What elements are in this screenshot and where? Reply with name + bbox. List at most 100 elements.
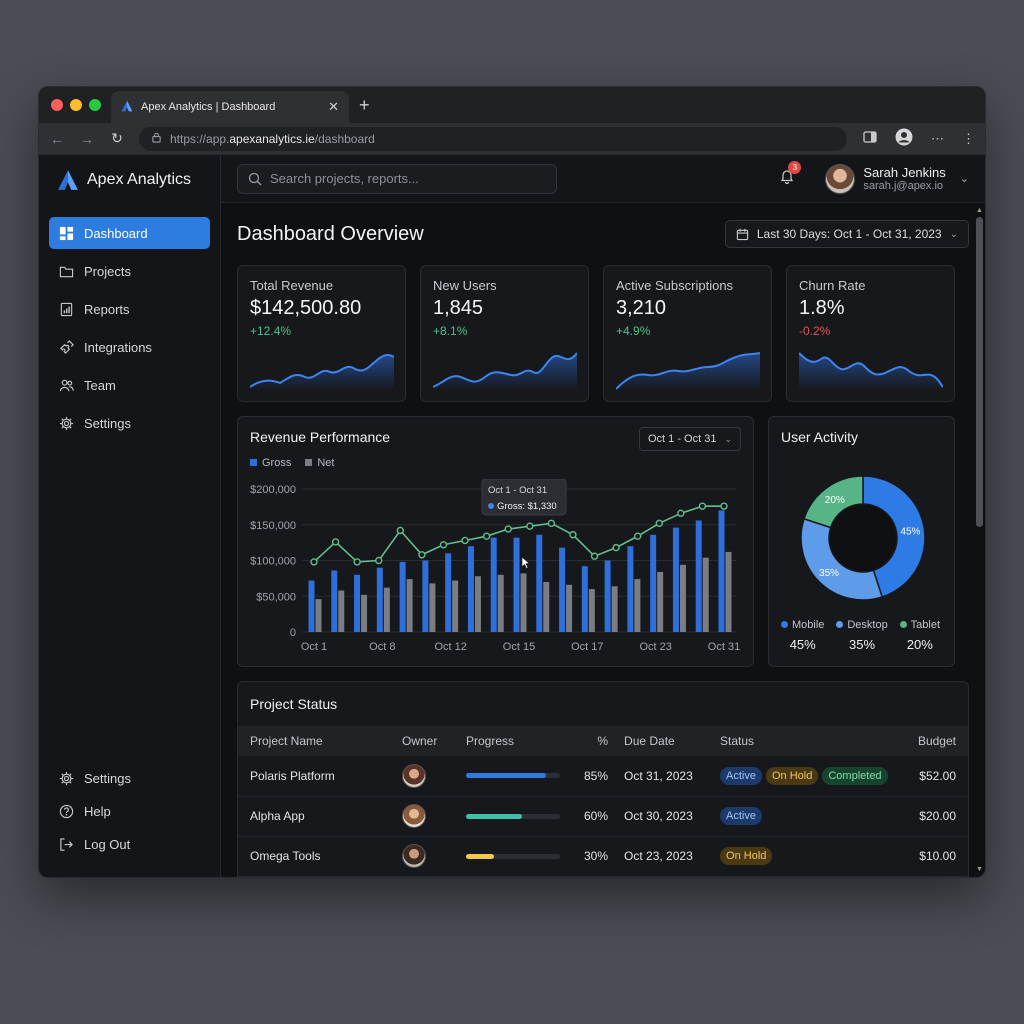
bar-gross[interactable]	[376, 567, 383, 632]
bar-gross[interactable]	[308, 580, 315, 632]
table-row[interactable]: Omega Tools 30% Oct 23, 2023 On Hold $10…	[238, 836, 968, 877]
sidebar-item-settings-bottom[interactable]: Settings	[49, 764, 210, 792]
bar-gross[interactable]	[490, 537, 497, 632]
trend-point[interactable]	[569, 531, 577, 539]
browser-menu-icon[interactable]: ⋮	[962, 130, 975, 146]
bar-net[interactable]	[383, 587, 390, 632]
bar-net[interactable]	[679, 564, 686, 632]
column-header[interactable]: Project Name	[250, 734, 323, 748]
sidebar-item-dashboard[interactable]: Dashboard	[49, 217, 210, 249]
bar-net[interactable]	[452, 580, 459, 632]
bar-net[interactable]	[566, 584, 573, 632]
bar-net[interactable]	[588, 589, 595, 632]
reload-icon[interactable]: ↻	[111, 130, 123, 146]
bar-net[interactable]	[520, 573, 527, 632]
bar-net[interactable]	[725, 551, 732, 632]
trend-point[interactable]	[310, 558, 318, 566]
bar-net[interactable]	[611, 586, 618, 632]
bar-net[interactable]	[634, 579, 641, 632]
scroll-up-icon[interactable]: ▲	[976, 207, 983, 214]
bar-gross[interactable]	[536, 534, 543, 632]
column-header[interactable]: Status	[720, 734, 755, 748]
forward-icon[interactable]: →	[80, 130, 94, 147]
sidebar-item-help[interactable]: Help	[49, 797, 210, 825]
bar-gross[interactable]	[650, 534, 657, 632]
table-row[interactable]: Polaris Platform 85% Oct 31, 2023 Active…	[238, 756, 968, 797]
bar-net[interactable]	[657, 571, 664, 632]
trend-point[interactable]	[439, 541, 448, 549]
trend-point[interactable]	[633, 532, 642, 540]
stat-card-revenue[interactable]: Total Revenue $142,500.80 +12.4%	[237, 265, 406, 402]
bar-net[interactable]	[361, 594, 368, 632]
new-tab-button[interactable]: +	[359, 95, 370, 115]
minimize-window-button[interactable]	[70, 99, 82, 111]
bar-gross[interactable]	[331, 570, 338, 632]
bar-gross[interactable]	[445, 553, 452, 632]
trend-point[interactable]	[396, 526, 405, 535]
bar-net[interactable]	[497, 574, 504, 632]
trend-point[interactable]	[720, 502, 728, 510]
back-icon[interactable]: ←	[50, 130, 64, 147]
bar-gross[interactable]	[672, 527, 679, 632]
trend-point[interactable]	[698, 502, 707, 510]
bar-gross[interactable]	[581, 566, 588, 632]
scroll-thumb[interactable]	[976, 217, 983, 527]
trend-point[interactable]	[677, 509, 685, 518]
column-header[interactable]: Progress	[466, 734, 515, 748]
trend-point[interactable]	[375, 556, 383, 565]
bar-gross[interactable]	[467, 546, 474, 632]
bar-net[interactable]	[429, 583, 436, 632]
bar-net[interactable]	[338, 590, 345, 632]
trend-point[interactable]	[504, 525, 512, 533]
bar-gross[interactable]	[604, 560, 611, 633]
bar-gross[interactable]	[422, 560, 429, 633]
stat-card-subscriptions[interactable]: Active Subscriptions 3,210 +4.9%	[603, 265, 772, 402]
bar-gross[interactable]	[513, 537, 520, 632]
trend-point[interactable]	[482, 532, 491, 540]
sidebar-item-settings[interactable]: Settings	[49, 407, 210, 439]
notifications-button[interactable]: 3	[779, 161, 802, 189]
donut-slice-mobile[interactable]	[862, 475, 926, 598]
profile-icon[interactable]	[895, 128, 913, 149]
column-header[interactable]: Budget	[917, 734, 956, 748]
extensions-icon[interactable]: ⋯	[931, 130, 944, 146]
sidebar-item-projects[interactable]: Projects	[49, 255, 210, 287]
stat-card-new-users[interactable]: New Users 1,845 +8.1%	[420, 265, 589, 402]
bar-net[interactable]	[315, 599, 322, 632]
sidebar-item-reports[interactable]: Reports	[49, 293, 210, 325]
scrollbar[interactable]: ▲ ▼	[976, 207, 983, 873]
trend-point[interactable]	[353, 558, 361, 566]
bar-gross[interactable]	[354, 574, 361, 632]
trend-point[interactable]	[547, 519, 556, 528]
donut-slice-desktop[interactable]	[800, 517, 884, 601]
table-row[interactable]: Alpha App 60% Oct 30, 2023 Active $20.00	[238, 796, 968, 837]
bar-gross[interactable]	[695, 520, 702, 632]
trend-point[interactable]	[612, 543, 620, 552]
trend-point[interactable]	[655, 519, 663, 528]
sidebar-item-logout[interactable]: Log Out	[49, 830, 210, 858]
search-input[interactable]	[270, 171, 540, 186]
user-menu[interactable]: Sarah Jenkins sarah.j@apex.io ⌄	[825, 163, 969, 194]
bar-gross[interactable]	[718, 510, 725, 632]
maximize-window-button[interactable]	[89, 99, 101, 111]
column-header[interactable]: %	[597, 734, 609, 748]
url-field[interactable]: https://app.apexanalytics.ie/dashboard	[139, 126, 847, 151]
sidebar-toggle-icon[interactable]	[863, 130, 877, 147]
close-tab-icon[interactable]: ✕	[328, 99, 339, 114]
revenue-range-select[interactable]: Oct 1 - Oct 31 ⌄	[638, 427, 741, 451]
sidebar-item-integrations[interactable]: Integrations	[49, 331, 210, 363]
bar-gross[interactable]	[399, 561, 406, 632]
bar-net[interactable]	[543, 581, 550, 632]
trend-point[interactable]	[526, 522, 534, 530]
bar-net[interactable]	[702, 557, 709, 632]
bar-gross[interactable]	[627, 546, 634, 632]
stat-card-churn[interactable]: Churn Rate 1.8% -0.2%	[786, 265, 955, 402]
scroll-down-icon[interactable]: ▼	[976, 866, 983, 873]
trend-point[interactable]	[331, 538, 340, 546]
donut-slice-tablet[interactable]	[803, 475, 864, 529]
trend-point[interactable]	[461, 536, 469, 545]
column-header[interactable]: Owner	[402, 734, 438, 748]
trend-point[interactable]	[418, 551, 426, 559]
brand[interactable]: Apex Analytics	[39, 155, 220, 205]
sidebar-item-team[interactable]: Team	[49, 369, 210, 401]
